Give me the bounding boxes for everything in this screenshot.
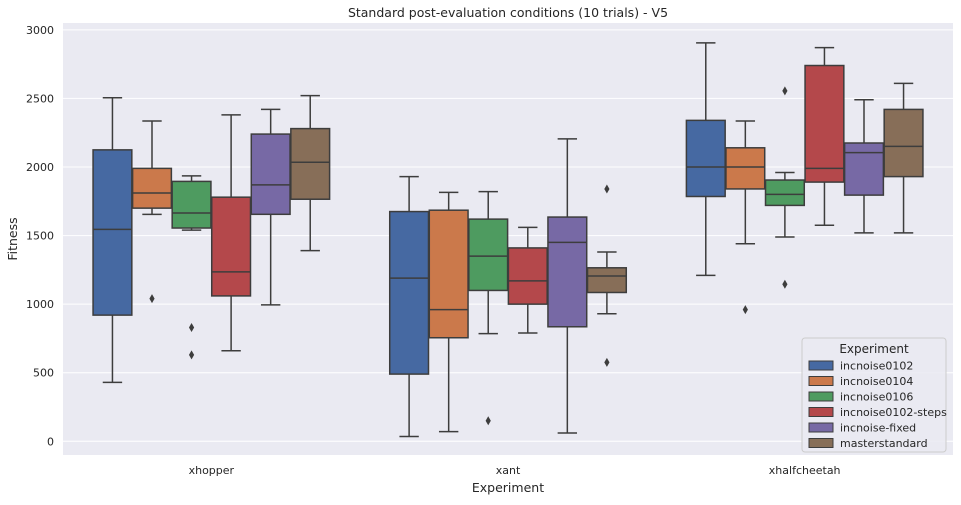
box-iqr [92,149,133,316]
legend-items: incnoise0102 incnoise0104 incnoise0106 incn… [808,360,947,450]
box-iqr [725,147,766,190]
legend-entry: incnoise0106 [840,391,913,404]
legend-swatch [808,438,834,448]
box-incnoise0104-xhalfcheetah [725,120,766,315]
box-incnoise0102-xhalfcheetah [685,42,726,277]
box-incnoise0106-xhopper [171,175,212,360]
box-incnoise0102-xant [388,175,430,438]
box-iqr [547,216,588,328]
box-incnoise-fixed-xhalfcheetah [843,99,885,234]
box-masterstandard-xant [586,184,628,367]
outlier-point [742,305,748,315]
box-iqr [250,133,291,216]
y-tick-label: 1000 [26,298,54,311]
box-iqr [507,247,548,305]
y-tick-label: 3000 [26,24,54,37]
box-iqr [468,218,509,292]
box-iqr [843,142,885,196]
box-iqr [131,167,173,209]
legend-frame [801,337,947,453]
x-axis-label: Experiment [472,480,544,495]
box-incnoise0102-steps-xhalfcheetah [804,46,845,227]
x-tick-label: xant [496,464,521,477]
legend-swatch [808,422,834,433]
x-tick-label: xhopper [189,464,235,477]
outlier-point [485,416,491,426]
legend-title: Experiment [839,342,909,356]
outlier-point [604,184,610,194]
box-iqr [804,64,845,183]
box-incnoise0102-xhopper [92,96,133,384]
y-axis-label: Fitness [5,217,20,260]
box-iqr [883,108,924,178]
legend-entry: incnoise0102-steps [840,406,947,419]
box-incnoise0102-steps-xhopper [210,114,252,352]
legend-swatch [808,407,834,417]
box-incnoise0104-xant [428,191,469,433]
y-tick-label: 0 [47,435,54,448]
legend-entry: incnoise0104 [840,375,913,388]
legend-swatch [808,360,834,371]
legend-entry: incnoise-fixed [840,422,916,435]
box-series [92,42,924,438]
outlier-point [782,86,788,96]
y-tick-labels: 0 500 1000 1500 2000 2500 3000 [26,24,54,448]
box-incnoise-fixed-xant [547,138,588,434]
box-masterstandard-xhalfcheetah [883,82,924,234]
box-incnoise0102-steps-xant [507,226,548,334]
outlier-point [782,279,788,289]
y-tick-label: 2500 [26,92,54,105]
box-iqr [586,267,628,294]
box-iqr [428,209,469,339]
y-tick-label: 2000 [26,161,54,174]
y-tick-label: 500 [33,367,54,380]
outlier-point [149,294,155,304]
box-iqr [171,180,212,229]
legend-swatch [808,391,834,402]
box-incnoise0106-xhalfcheetah [764,86,806,289]
box-incnoise0104-xhopper [131,120,173,304]
outlier-point [604,357,610,367]
box-incnoise0106-xant [468,190,509,426]
legend-entry: masterstandard [840,437,928,450]
box-iqr [685,119,726,198]
x-tick-labels: xhopper xant xhalfcheetah [189,464,841,477]
chart-title: Standard post-evaluation conditions (10 … [348,5,668,20]
box-masterstandard-xhopper [290,94,331,252]
legend-entry: incnoise0102 [840,360,913,373]
box-iqr [764,179,806,207]
box-incnoise-fixed-xhopper [250,108,291,306]
outlier-point [188,350,195,360]
legend-swatch [808,376,834,386]
x-tick-label: xhalfcheetah [769,464,841,477]
box-iqr [210,196,252,297]
legend: Experiment incnoise0102incnoise0104incno… [801,337,947,453]
box-iqr [290,127,331,200]
box-iqr [388,210,430,375]
outlier-point [188,322,195,332]
y-tick-label: 1500 [26,230,54,243]
